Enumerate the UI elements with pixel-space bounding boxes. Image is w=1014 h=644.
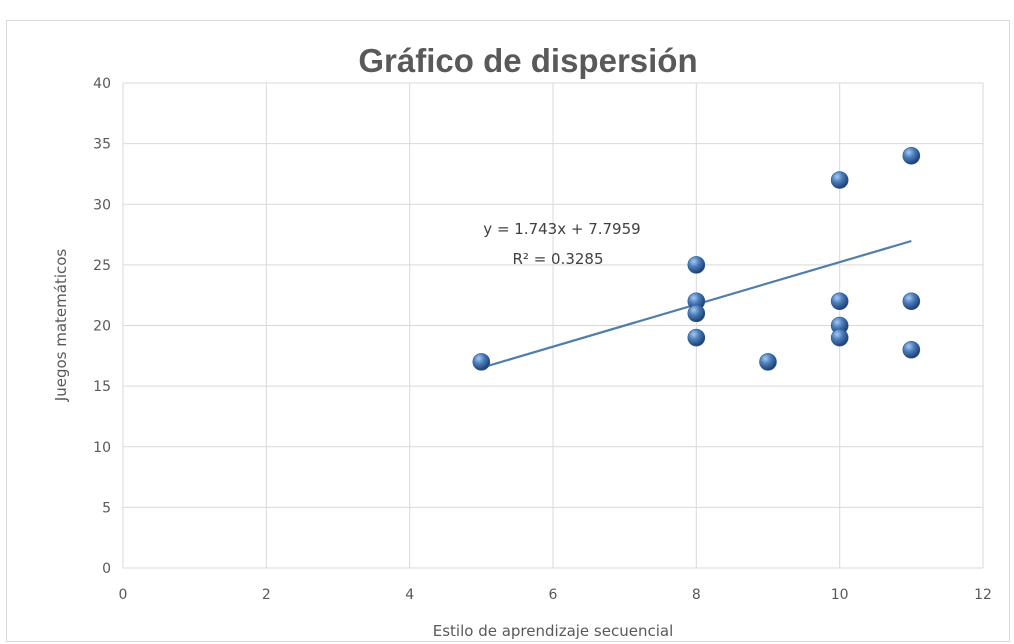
y-tick-label: 0 [102,561,111,577]
data-point [830,171,849,189]
gridlines [122,82,984,569]
data-point [902,146,921,165]
y-tick-label: 20 [93,319,111,335]
y-axis-label: Juegos matemáticos [52,249,70,403]
x-axis-ticks: 0 2 4 6 8 10 12 [119,587,992,603]
x-axis-label: Estilo de aprendizaje secuencial [433,622,673,640]
x-tick-label: 10 [831,587,849,603]
data-point [759,353,777,371]
x-tick-label: 8 [692,587,701,603]
data-point [830,292,849,311]
data-point [687,304,706,323]
y-tick-label: 35 [93,137,111,153]
data-point [687,256,706,274]
x-tick-label: 12 [974,587,992,603]
y-tick-label: 5 [102,500,111,516]
y-tick-label: 25 [93,258,111,274]
y-axis-ticks: 0 5 10 15 20 25 30 35 40 [93,76,111,577]
data-point [902,292,921,311]
data-points [472,146,921,371]
y-tick-label: 15 [93,379,111,395]
y-tick-label: 30 [93,197,111,213]
data-point [902,340,921,359]
chart-title: Gráfico de dispersión [358,42,697,79]
y-tick-label: 10 [93,440,111,456]
x-tick-label: 4 [405,587,414,603]
y-tick-label: 40 [93,76,111,92]
trendline-r-squared: R² = 0.3285 [512,250,603,268]
data-point [472,353,491,371]
x-tick-label: 2 [262,587,271,603]
x-tick-label: 6 [549,587,558,603]
data-point [687,328,706,347]
data-point [830,328,849,347]
trendline-equation: y = 1.743x + 7.7959 [483,220,640,238]
x-tick-label: 0 [119,587,128,603]
